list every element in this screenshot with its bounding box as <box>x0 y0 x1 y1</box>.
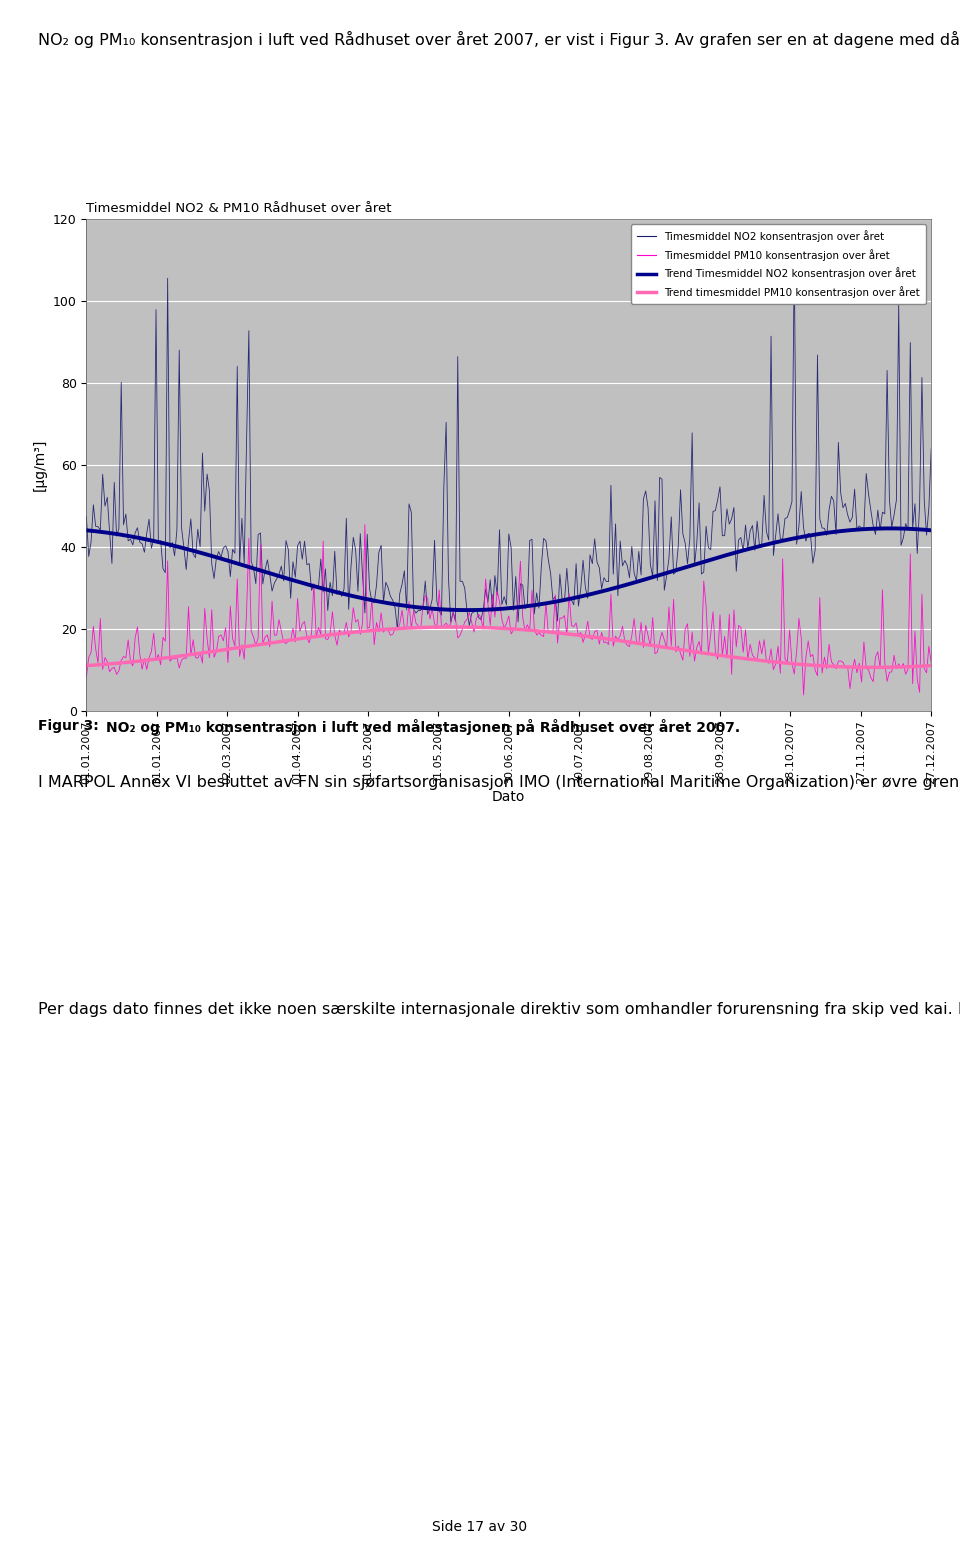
Text: NO₂ og PM₁₀ konsentrasjon i luft ved målestasjonen på Rådhuset over året 2007.: NO₂ og PM₁₀ konsentrasjon i luft ved mål… <box>106 719 740 734</box>
Text: Timesmiddel NO2 & PM10 Rådhuset over året: Timesmiddel NO2 & PM10 Rådhuset over åre… <box>86 201 392 214</box>
Text: I MARPOL Annex VI besluttet av FN sin sjøfartsorganisasjon IMO (International Ma: I MARPOL Annex VI besluttet av FN sin sj… <box>38 773 960 790</box>
Text: NO₂ og PM₁₀ konsentrasjon i luft ved Rådhuset over året 2007, er vist i Figur 3.: NO₂ og PM₁₀ konsentrasjon i luft ved Råd… <box>38 31 960 48</box>
Legend: Timesmiddel NO2 konsentrasjon over året, Timesmiddel PM10 konsentrasjon over åre: Timesmiddel NO2 konsentrasjon over året,… <box>631 223 926 305</box>
Text: Per dags dato finnes det ikke noen særskilte internasjonale direktiv som omhandl: Per dags dato finnes det ikke noen særsk… <box>38 1000 960 1017</box>
X-axis label: Dato: Dato <box>492 790 525 804</box>
Y-axis label: [μg/m³]: [μg/m³] <box>34 439 47 490</box>
Text: Figur 3:: Figur 3: <box>38 719 104 733</box>
Text: Side 17 av 30: Side 17 av 30 <box>432 1520 528 1534</box>
